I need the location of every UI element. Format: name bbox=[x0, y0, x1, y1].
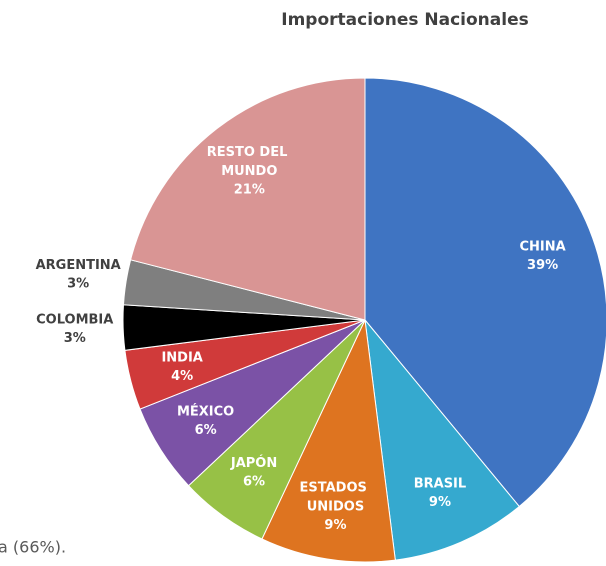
value-label: 6% bbox=[195, 423, 217, 438]
pie-slice bbox=[364, 318, 520, 561]
value-label: 3% bbox=[64, 331, 86, 346]
value-label: 3% bbox=[67, 277, 89, 292]
value-label: 4% bbox=[171, 369, 193, 384]
value-label: 9% bbox=[324, 518, 346, 533]
category-label: BRASIL bbox=[414, 476, 466, 491]
chart-title: Importaciones Nacionales bbox=[281, 10, 528, 30]
value-label: 39% bbox=[527, 258, 558, 273]
category-label: COLOMBIA bbox=[36, 312, 113, 327]
category-label: ESTADOS UNIDOS bbox=[300, 480, 372, 514]
category-label: ARGENTINA bbox=[36, 258, 121, 273]
pie-slice bbox=[364, 77, 606, 508]
value-label: 21% bbox=[234, 182, 265, 197]
category-label: CHINA bbox=[519, 239, 565, 254]
body-text: a (66%). bbox=[0, 538, 66, 557]
category-label: MÉXICO bbox=[177, 403, 234, 419]
pie-slice bbox=[129, 77, 366, 321]
pie-slice bbox=[261, 318, 396, 563]
value-label: 6% bbox=[243, 475, 265, 490]
category-label: INDIA bbox=[161, 350, 202, 365]
value-label: 9% bbox=[429, 495, 451, 510]
category-label: JAPÓN bbox=[230, 455, 277, 471]
category-label: RESTO DEL MUNDO bbox=[207, 144, 292, 178]
